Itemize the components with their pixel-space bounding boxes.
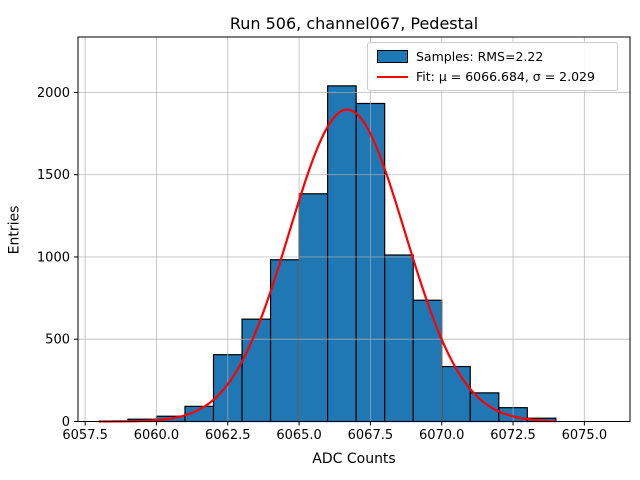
chart-title: Run 506, channel067, Pedestal [229,14,479,33]
histogram-bar [384,254,414,423]
y-tick-label: 1000 [37,250,70,265]
histogram-bar [241,318,272,423]
x-tick-label: 6062.5 [205,428,251,443]
x-tick-label: 6067.5 [348,428,394,443]
axes-spines [77,36,631,422]
legend-fit-line-swatch [377,75,408,78]
histogram-bar [327,85,357,423]
x-tick-label: 6065.0 [276,428,322,443]
x-axis-label: ADC Counts [312,451,396,467]
x-tick-label: 6070.0 [419,428,465,443]
histogram-bar [469,392,500,423]
y-axis-label: Entries [6,205,23,254]
legend: Samples: RMS=2.22 Fit: μ = 6066.684, σ =… [367,42,618,91]
y-tick-label: 1500 [37,168,70,183]
legend-samples-label: Samples: RMS=2.22 [416,48,544,64]
y-tick-label: 0 [62,415,70,430]
y-axis-label-container: Entries [4,37,24,422]
legend-entry-samples: Samples: RMS=2.22 [377,47,609,65]
x-tick-label: 6057.5 [62,428,108,443]
y-tick-label: 2000 [37,86,70,101]
histogram-bar [412,299,443,423]
x-tick-label: 6075.0 [562,428,608,443]
y-tick-label: 500 [45,333,70,348]
x-tick-label: 6072.5 [490,428,536,443]
legend-entry-fit: Fit: μ = 6066.684, σ = 2.029 [377,68,609,86]
fit-curve [98,108,557,423]
legend-histogram-swatch [377,49,408,63]
histogram-bar [269,259,300,423]
histogram-bar [298,193,329,423]
histogram-bar [441,365,471,423]
x-tick-label: 6060.0 [134,428,180,443]
legend-fit-label: Fit: μ = 6066.684, σ = 2.029 [416,69,595,85]
